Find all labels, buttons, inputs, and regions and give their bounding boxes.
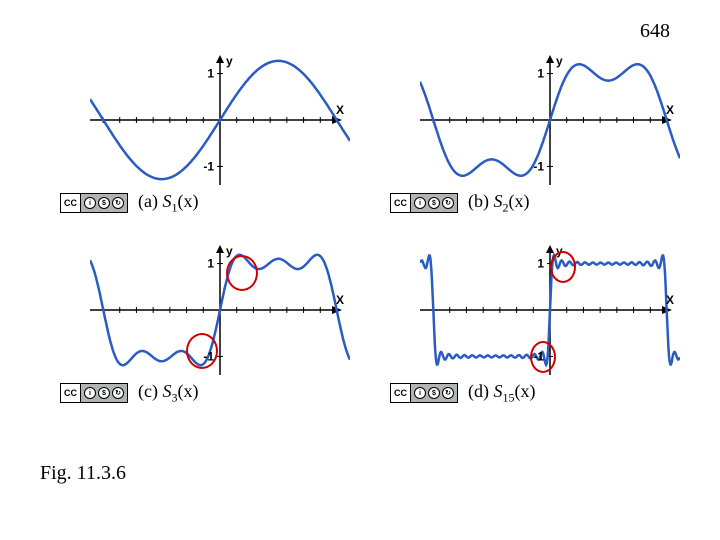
cc-badge: CC i$↻ [390, 193, 458, 213]
svg-text:y: y [226, 55, 233, 68]
panel-grid: y X 1 -1 CC i$↻ (a) S1(x) y X 1 -1 CC i$↻ (b) … [50, 55, 700, 435]
svg-text:X: X [336, 293, 344, 307]
panel-a: y X 1 -1 CC i$↻ (a) S1(x) [50, 55, 370, 245]
cc-badge: CC i$↻ [60, 193, 128, 213]
svg-text:1: 1 [537, 67, 544, 81]
svg-text:y: y [226, 245, 233, 258]
plot-d: y X 1 -1 [420, 245, 680, 375]
cc-badge: CC i$↻ [60, 383, 128, 403]
panel-c-caption: (c) S3(x) [138, 381, 198, 406]
svg-text:-1: -1 [533, 349, 544, 363]
panel-d: y X 1 -1 CC i$↻ (d) S15(x) [380, 245, 700, 435]
svg-text:X: X [666, 103, 674, 117]
plot-c: y X 1 -1 [90, 245, 350, 375]
plot-b: y X 1 -1 [420, 55, 680, 185]
panel-a-caption: (a) S1(x) [138, 191, 198, 216]
panel-b: y X 1 -1 CC i$↻ (b) S2(x) [380, 55, 700, 245]
panel-c: y X 1 -1 CC i$↻ (c) S3(x) [50, 245, 370, 435]
plot-a: y X 1 -1 [90, 55, 350, 185]
svg-text:1: 1 [207, 67, 214, 81]
cc-badge: CC i$↻ [390, 383, 458, 403]
svg-text:y: y [556, 55, 563, 68]
svg-text:1: 1 [207, 257, 214, 271]
panel-b-caption: (b) S2(x) [468, 191, 530, 216]
svg-text:-1: -1 [533, 159, 544, 173]
svg-text:y: y [556, 245, 563, 258]
page-number: 648 [640, 20, 670, 43]
svg-text:1: 1 [537, 257, 544, 271]
svg-text:X: X [336, 103, 344, 117]
panel-d-caption: (d) S15(x) [468, 381, 536, 406]
svg-text:X: X [666, 293, 674, 307]
svg-text:-1: -1 [203, 349, 214, 363]
svg-text:-1: -1 [203, 159, 214, 173]
figure-caption: Fig. 11.3.6 [40, 462, 126, 485]
